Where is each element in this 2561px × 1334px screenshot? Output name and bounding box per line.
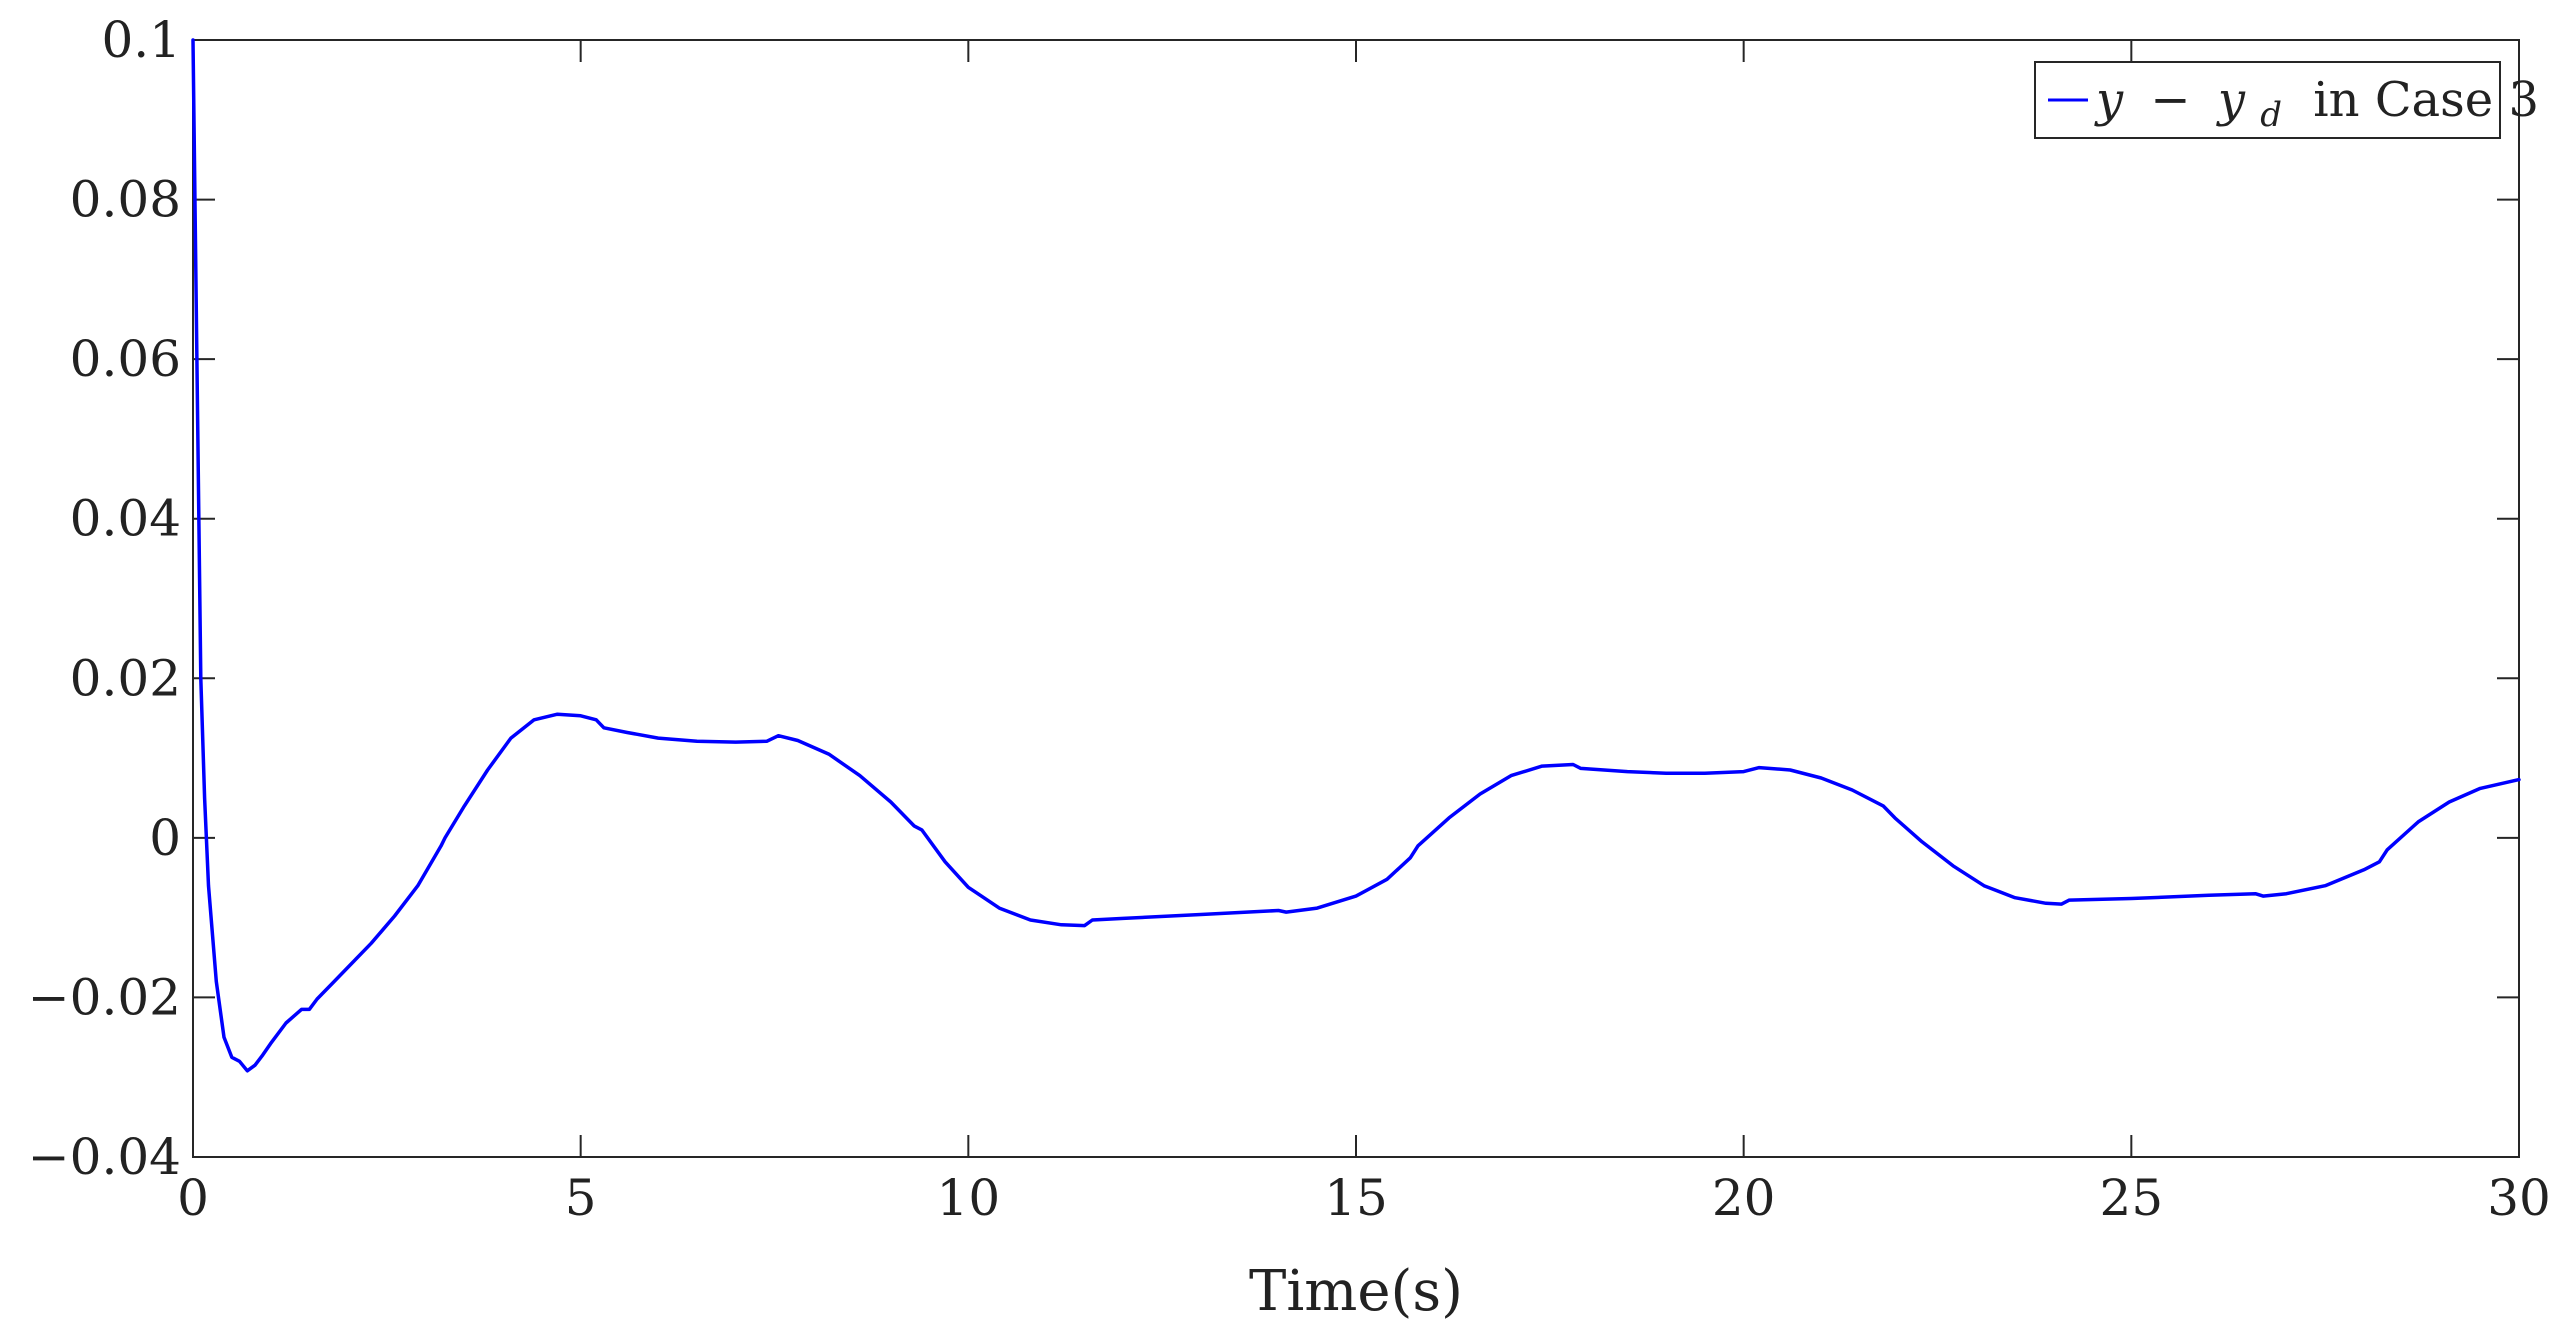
tick-labels: 0 5 10 15 20 25 30 −0.04 −0.02 0 0.02 0.04 0.06 0.08 0… (28, 11, 2551, 1227)
plot-frame (192, 39, 2520, 1158)
y-tick-label: 0.08 (70, 171, 181, 229)
series-line (191, 38, 2521, 1073)
y-tick-label: −0.04 (28, 1128, 181, 1186)
legend-var2: y (2216, 72, 2246, 128)
legend-box (2034, 61, 2501, 139)
x-tick-label: 25 (2100, 1169, 2164, 1227)
legend-sub: d (2260, 95, 2282, 135)
y-tick-label: 0.02 (70, 649, 181, 707)
x-tick-label: 10 (937, 1169, 1001, 1227)
legend-entry: y − y d in Case 3 (2094, 72, 2539, 138)
y-tick-label: 0.06 (70, 330, 181, 388)
tick-marks (192, 39, 2520, 1158)
y-tick-label: −0.02 (28, 968, 181, 1026)
y-tick-label: 0 (149, 809, 181, 867)
series-layer (191, 38, 2521, 1073)
legend: y − y d in Case 3 (2034, 61, 2539, 139)
x-tick-label: 30 (2487, 1169, 2551, 1227)
legend-suffix: in Case 3 (2313, 72, 2539, 128)
y-tick-label: 0.04 (70, 490, 181, 548)
y-tick-label: 0.1 (101, 11, 181, 69)
legend-op: − (2150, 72, 2190, 128)
x-axis-label: Time(s) (1249, 1259, 1463, 1324)
x-tick-label: 15 (1324, 1169, 1388, 1227)
x-tick-label: 5 (565, 1169, 597, 1227)
legend-var: y (2094, 72, 2124, 128)
x-tick-label: 20 (1712, 1169, 1776, 1227)
x-tick-label: 0 (177, 1169, 209, 1227)
